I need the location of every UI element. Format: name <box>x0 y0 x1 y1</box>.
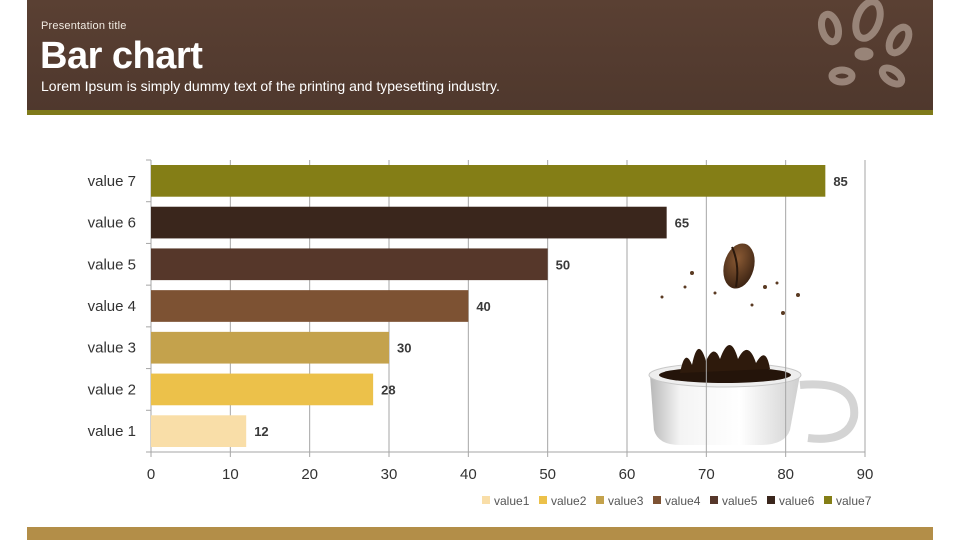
legend-swatch <box>824 496 832 504</box>
legend-label: value6 <box>779 494 815 508</box>
data-label: 30 <box>397 341 411 356</box>
y-tick-label: value 2 <box>88 381 136 398</box>
presentation-title: Presentation title <box>41 20 127 32</box>
x-tick-label: 60 <box>619 466 636 483</box>
legend-label: value7 <box>836 494 872 508</box>
data-label: 28 <box>381 382 395 397</box>
y-tick-label: value 7 <box>88 173 136 190</box>
x-tick-label: 10 <box>222 466 239 483</box>
x-tick-label: 20 <box>301 466 318 483</box>
page-title: Bar chart <box>40 35 203 77</box>
header-banner <box>27 0 933 110</box>
legend-swatch <box>539 496 547 504</box>
bar-3 <box>151 331 389 364</box>
legend-swatch <box>710 496 718 504</box>
y-tick-label: value 3 <box>88 340 136 357</box>
legend-label: value2 <box>551 494 587 508</box>
y-tick-label: value 1 <box>88 423 136 440</box>
y-tick-label: value 5 <box>88 256 136 273</box>
header-stripe <box>27 110 933 115</box>
legend-swatch <box>767 496 775 504</box>
data-label: 50 <box>556 257 570 272</box>
x-tick-label: 90 <box>857 466 874 483</box>
data-label: 12 <box>254 424 268 439</box>
data-label: 85 <box>833 174 847 189</box>
coffee-beans-icon <box>817 0 913 88</box>
legend-label: value1 <box>494 494 530 508</box>
bar-6 <box>151 206 667 239</box>
x-tick-label: 30 <box>381 466 398 483</box>
bar-7 <box>151 165 826 197</box>
data-label: 40 <box>476 299 490 314</box>
x-tick-label: 70 <box>698 466 715 483</box>
page-subtitle: Lorem Ipsum is simply dummy text of the … <box>41 78 500 94</box>
bar-4 <box>151 290 469 322</box>
footer-bar <box>27 527 933 540</box>
x-tick-label: 0 <box>147 466 155 483</box>
data-label: 65 <box>675 216 689 231</box>
legend-swatch <box>482 496 490 504</box>
legend-label: value5 <box>722 494 758 508</box>
x-tick-label: 50 <box>539 466 556 483</box>
bar-2 <box>151 373 374 406</box>
legend-label: value3 <box>608 494 644 508</box>
bar-1 <box>151 415 247 447</box>
legend-label: value4 <box>665 494 701 508</box>
legend-swatch <box>653 496 661 504</box>
y-tick-label: value 6 <box>88 215 136 232</box>
y-tick-label: value 4 <box>88 298 136 315</box>
x-tick-label: 40 <box>460 466 477 483</box>
x-tick-label: 80 <box>777 466 794 483</box>
bar-5 <box>151 248 548 281</box>
legend-swatch <box>596 496 604 504</box>
coffee-cup-illustration <box>648 243 859 445</box>
